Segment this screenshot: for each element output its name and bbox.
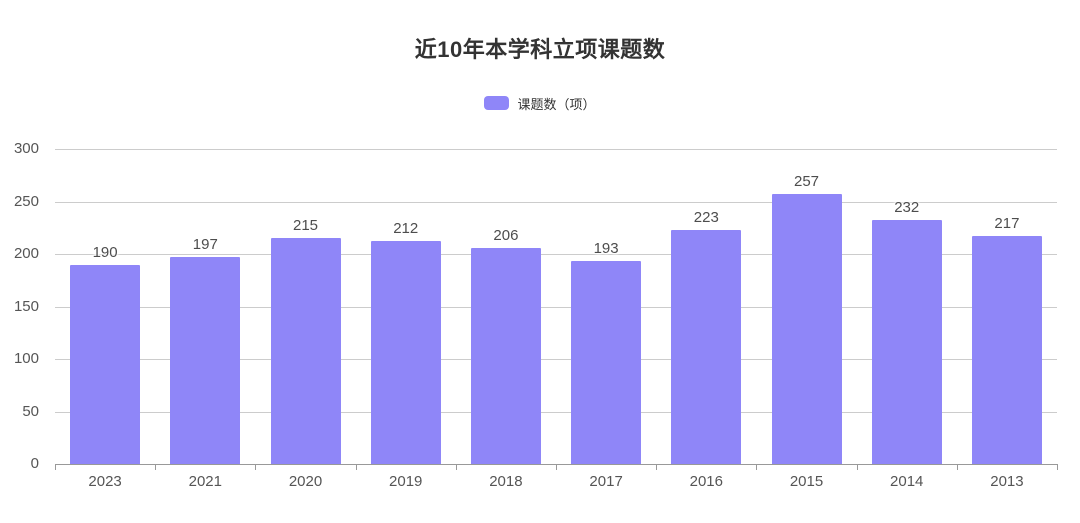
bar-slot: 223 [656,149,756,464]
bar-value-label: 217 [994,215,1020,233]
bar-value-label: 212 [393,220,419,238]
y-tick-label: 150 [13,297,39,315]
bar-2017[interactable] [571,261,642,464]
x-tick-label-2018: 2018 [489,473,523,490]
bar-slot: 232 [857,149,957,464]
y-tick-label: 300 [13,140,39,157]
x-tick-label-2017: 2017 [589,473,623,490]
bars-row: 190 197 215 212 206 193 223 257 232 217 [55,149,1057,464]
x-tick-label-2013: 2013 [990,473,1024,490]
x-tick-mark [55,464,56,470]
bar-slot: 190 [55,149,155,464]
x-tick-mark [556,464,557,470]
bar-value-label: 232 [894,199,920,217]
y-axis-labels: 0 50 100 150 200 250 300 [0,141,47,472]
x-tick-mark [856,464,858,470]
bar-2014[interactable] [871,220,942,464]
x-axis-ticks [55,464,1058,470]
x-tick-mark [956,464,958,470]
bar-2020[interactable] [270,238,341,464]
gridline [55,149,1057,150]
y-tick-label: 100 [13,350,39,367]
x-tick-mark [656,464,658,470]
bar-value-label: 190 [92,243,118,261]
bar-2019[interactable] [370,241,441,464]
gridline [55,306,1057,308]
bar-value-label: 257 [794,173,820,191]
gridline [55,201,1057,203]
x-tick-label-2019: 2019 [389,473,423,490]
bar-2013[interactable] [971,236,1042,464]
bar-slot: 217 [957,149,1057,464]
x-axis-labels: 2023 2021 2020 2019 2018 2017 2016 2015 2014 2013 [55,473,1057,493]
bar-value-label: 197 [192,236,218,254]
bar-slot: 212 [356,149,456,464]
x-tick-label-2021: 2021 [188,473,222,490]
bar-slot: 193 [556,149,656,464]
bar-2016[interactable] [671,229,742,464]
legend-label: 课题数（项） [517,96,596,112]
bar-value-label: 206 [493,226,519,244]
plot-area: 190 197 215 212 206 193 223 257 232 217 [55,149,1057,465]
x-tick-mark [155,464,157,470]
x-tick-mark [255,464,257,470]
chart-title: 近10年本学科立项课题数 [414,37,666,62]
x-tick-mark [355,464,357,470]
x-tick-mark [455,464,457,470]
x-tick-mark [756,464,758,470]
y-tick-label: 50 [22,402,39,420]
bar-value-label: 215 [292,217,319,235]
bar-2021[interactable] [170,257,241,464]
x-tick-label-2020: 2020 [288,473,323,490]
x-tick-label-2023: 2023 [88,473,122,490]
x-tick-label-2014: 2014 [890,473,924,490]
bar-slot: 206 [456,149,556,464]
bar-slot: 257 [756,149,856,464]
y-tick-label: 0 [30,455,39,472]
bar-slot: 215 [255,149,355,464]
x-tick-label-2015: 2015 [789,473,824,490]
bar-value-label: 223 [693,208,719,226]
legend-swatch-icon [484,96,510,110]
gridline [55,254,1057,255]
bar-2018[interactable] [470,247,541,464]
legend-item[interactable]: 课题数（项） [0,95,1080,112]
gridline [55,411,1057,413]
bar-2015[interactable] [771,194,842,464]
x-tick-mark [1057,464,1058,470]
y-tick-label: 250 [13,192,39,210]
x-tick-label-2016: 2016 [689,473,723,490]
bar-value-label: 193 [593,240,619,258]
bar-slot: 197 [155,149,255,464]
y-tick-label: 200 [13,245,39,262]
gridline [55,359,1057,360]
bar-2023[interactable] [70,264,141,464]
